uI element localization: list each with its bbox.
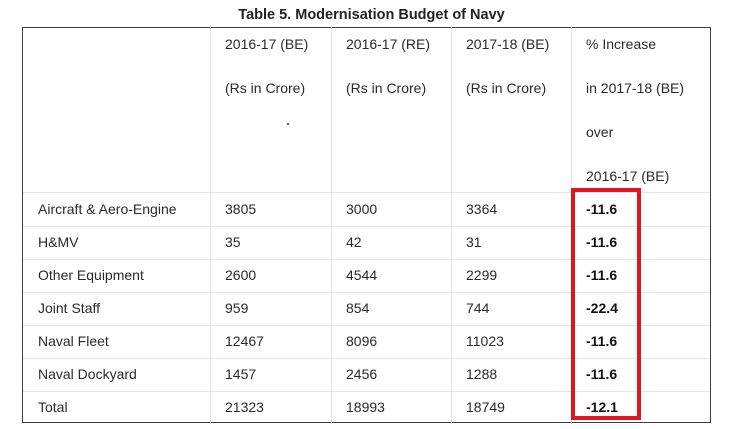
table-cell: 18993	[346, 399, 385, 415]
table-cell: 959	[225, 300, 249, 316]
percent-cell: -11.6	[586, 267, 618, 283]
row-divider	[23, 325, 710, 326]
table-cell: 18749	[466, 399, 505, 415]
percent-cell: -11.6	[586, 333, 618, 349]
header-cell: over	[586, 124, 614, 140]
table-cell: 12467	[225, 333, 264, 349]
stray-dot	[287, 123, 289, 125]
table-cell: 21323	[225, 399, 264, 415]
percent-cell: -22.4	[586, 300, 618, 316]
column-divider	[210, 27, 211, 423]
header-cell: 2016-17 (RE)	[346, 36, 431, 52]
table-cell: 2600	[225, 267, 257, 283]
row-divider	[23, 391, 710, 392]
table-cell: 2299	[466, 267, 498, 283]
table-cell: 35	[225, 234, 241, 250]
table-cell: 3364	[466, 201, 498, 217]
table-cell: 42	[346, 234, 362, 250]
header-cell: (Rs in Crore)	[466, 80, 547, 96]
table-cell: 854	[346, 300, 370, 316]
row-divider	[23, 292, 710, 293]
table-cell: 2456	[346, 366, 378, 382]
table-cell: 1457	[225, 366, 257, 382]
budget-table	[22, 27, 711, 423]
percent-cell: -11.6	[586, 201, 618, 217]
table-title: Table 5. Modernisation Budget of Navy	[238, 7, 505, 23]
header-cell: 2016-17 (BE)	[225, 36, 309, 52]
row-divider	[23, 259, 710, 260]
percent-cell: -11.6	[586, 234, 618, 250]
row-divider	[23, 192, 710, 193]
row-label: Aircraft & Aero-Engine	[38, 201, 177, 217]
table-cell: 3000	[346, 201, 378, 217]
row-label: Other Equipment	[38, 267, 144, 283]
highlight-box	[571, 188, 641, 420]
row-label: Naval Dockyard	[38, 366, 137, 382]
table-cell: 1288	[466, 366, 498, 382]
table-cell: 744	[466, 300, 490, 316]
table-cell: 31	[466, 234, 482, 250]
column-divider	[451, 27, 452, 423]
percent-cell: -12.1	[586, 399, 618, 415]
header-cell: % Increase	[586, 36, 657, 52]
row-divider	[23, 226, 710, 227]
header-cell: (Rs in Crore)	[346, 80, 427, 96]
table-cell: 4544	[346, 267, 378, 283]
row-label: H&MV	[38, 234, 79, 250]
header-cell: 2017-18 (BE)	[466, 36, 550, 52]
row-label: Joint Staff	[38, 300, 101, 316]
row-label-total: Total	[38, 399, 68, 415]
percent-cell: -11.6	[586, 366, 618, 382]
table-cell: 11023	[466, 333, 504, 349]
row-label: Naval Fleet	[38, 333, 109, 349]
column-divider	[331, 27, 332, 423]
header-cell: 2016-17 (BE)	[586, 168, 670, 184]
header-cell: (Rs in Crore)	[225, 80, 306, 96]
table-cell: 3805	[225, 201, 257, 217]
header-cell: in 2017-18 (BE)	[586, 80, 685, 96]
row-divider	[23, 358, 710, 359]
table-cell: 8096	[346, 333, 378, 349]
